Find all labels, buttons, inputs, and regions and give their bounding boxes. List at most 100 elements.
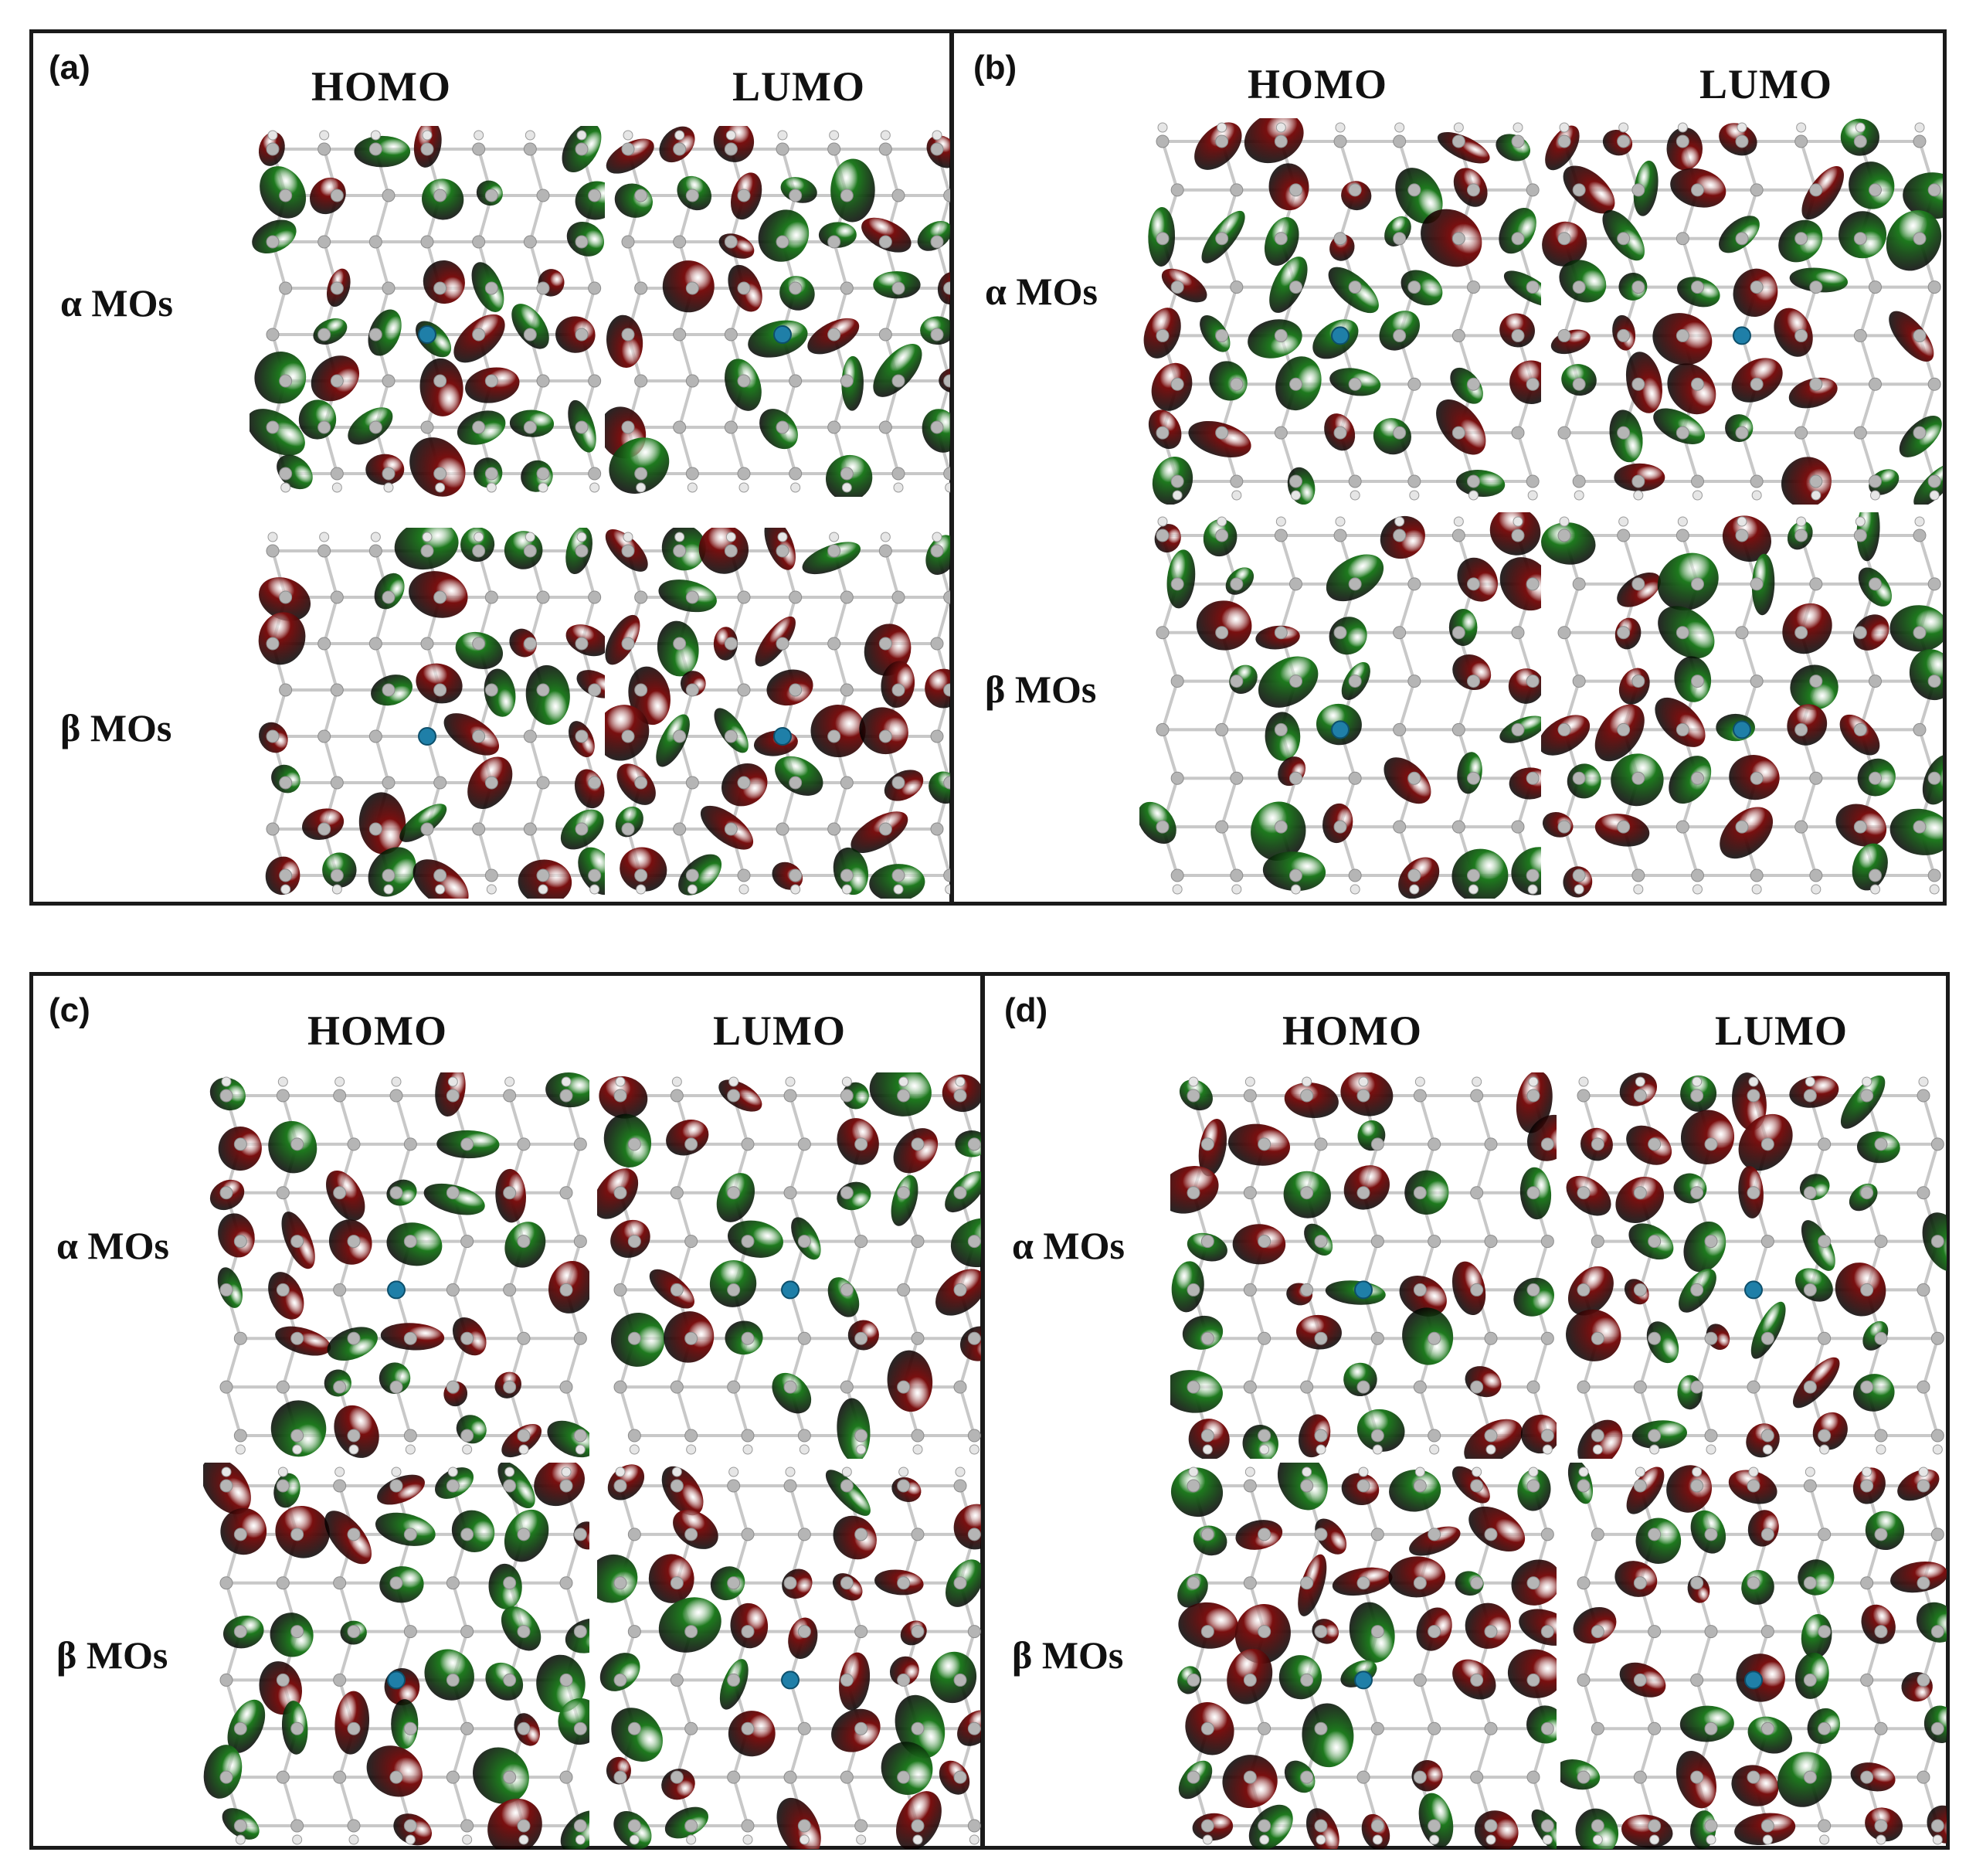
bond: [677, 427, 694, 474]
carbon-atom: [776, 637, 789, 651]
hydrogen-atom: [636, 884, 647, 895]
carbon-atom: [575, 235, 589, 249]
carbon-atom: [330, 776, 344, 790]
carbon-atom: [685, 374, 699, 388]
bond: [528, 148, 545, 196]
positive-lobe: [609, 437, 670, 494]
carbon-atom: [317, 822, 331, 836]
carbon-atom: [403, 1235, 417, 1249]
hydrogen-atom: [969, 1834, 980, 1845]
carbon-atom: [827, 142, 841, 156]
beta-mos-label: β MOs: [985, 668, 1097, 711]
positive-lobe: [1840, 1075, 1886, 1129]
bond: [1532, 1337, 1550, 1388]
hydrogen-atom: [1302, 1076, 1312, 1087]
carbon-atom: [1187, 1576, 1200, 1590]
negative-lobe: [605, 705, 650, 761]
carbon-atom: [724, 142, 738, 156]
negative-lobe: [534, 1463, 585, 1507]
bond: [901, 1241, 919, 1290]
carbon-atom: [1300, 1770, 1314, 1784]
hydrogen-atom: [615, 1076, 626, 1087]
carbon-atom: [1690, 1770, 1704, 1784]
positive-lobe: [1139, 801, 1176, 845]
carbon-atom: [1735, 426, 1749, 440]
carbon-atom: [279, 776, 293, 790]
carbon-atom: [1930, 1625, 1944, 1639]
carbon-atom: [573, 1235, 587, 1249]
carbon-atom: [1356, 1479, 1370, 1493]
negative-lobe: [861, 217, 912, 253]
hydrogen-atom: [742, 1444, 753, 1455]
carbon-atom: [724, 637, 738, 651]
carbon-atom: [1314, 1137, 1328, 1151]
carbon-atom: [523, 328, 537, 342]
panel-a: (a) HOMO LUMO α MOs β MOs: [29, 29, 960, 906]
lumo-header: LUMO: [1715, 1008, 1848, 1054]
carbon-atom: [1356, 1186, 1370, 1200]
hydrogen-atom: [1862, 1076, 1872, 1087]
hydrogen-atom: [348, 1834, 359, 1845]
positive-lobe: [1646, 1321, 1679, 1364]
carbon-atom: [797, 1235, 811, 1249]
negative-lobe: [1615, 1176, 1665, 1223]
positive-lobe: [1496, 134, 1530, 161]
positive-lobe: [1560, 1759, 1601, 1790]
carbon-atom: [484, 467, 498, 481]
hydrogen-atom: [331, 482, 342, 493]
carbon-atom: [1484, 1528, 1498, 1541]
positive-lobe: [504, 531, 543, 569]
carbon-atom: [330, 590, 344, 604]
carbon-atom: [1314, 1625, 1328, 1639]
hydrogen-atom: [671, 1466, 682, 1477]
hydrogen-atom: [898, 1466, 909, 1477]
carbon-atom: [911, 1137, 925, 1151]
bond: [1475, 1144, 1492, 1194]
carbon-atom: [684, 1625, 698, 1639]
carbon-atom: [1874, 1429, 1888, 1443]
carbon-atom: [503, 1479, 517, 1493]
positive-lobe: [930, 1651, 977, 1704]
carbon-atom: [737, 590, 751, 604]
carbon-atom: [517, 1819, 531, 1833]
carbon-atom: [266, 328, 280, 342]
bond: [1799, 777, 1818, 828]
carbon-atom: [840, 1089, 854, 1103]
carbon-atom: [276, 1576, 290, 1590]
carbon-atom: [1930, 1819, 1944, 1833]
bond: [1475, 1728, 1492, 1778]
hydrogen-atom: [686, 1834, 697, 1845]
positive-lobe: [1277, 1463, 1328, 1511]
panel-label: (b): [973, 49, 1017, 87]
carbon-atom: [911, 1429, 925, 1443]
carbon-atom: [685, 683, 699, 697]
carbon-atom: [789, 281, 803, 295]
carbon-atom: [621, 637, 635, 651]
carbon-atom: [1809, 474, 1823, 488]
carbon-atom: [1927, 183, 1941, 197]
positive-lobe: [1683, 1221, 1726, 1273]
bond: [451, 1582, 469, 1633]
carbon-atom: [1289, 183, 1302, 197]
carbon-atom: [1289, 868, 1302, 882]
carbon-atom: [627, 1235, 641, 1249]
hydrogen-atom: [1188, 1466, 1199, 1477]
bond: [1475, 1192, 1492, 1242]
negative-lobe: [673, 1509, 718, 1549]
orbital-c-alpha-homo: [203, 1072, 589, 1459]
negative-lobe: [1465, 1366, 1502, 1398]
carbon-atom: [724, 328, 738, 342]
carbon-atom: [727, 1770, 741, 1784]
carbon-atom: [523, 420, 537, 434]
carbon-atom: [317, 544, 331, 558]
carbon-atom: [575, 729, 589, 743]
carbon-atom: [1860, 1089, 1874, 1103]
carbon-atom: [219, 1380, 233, 1394]
carbon-atom: [911, 1721, 925, 1735]
negative-lobe: [1782, 603, 1832, 654]
bond: [451, 1241, 469, 1290]
carbon-atom: [634, 683, 648, 697]
carbon-atom: [727, 1673, 741, 1687]
carbon-atom: [559, 1283, 573, 1297]
carbon-atom: [1704, 1819, 1718, 1833]
